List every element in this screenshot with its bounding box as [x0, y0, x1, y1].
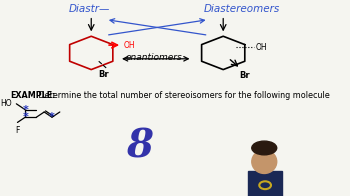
Text: Br: Br: [98, 70, 109, 79]
Text: *: *: [22, 112, 28, 122]
Text: EXAMPLE:: EXAMPLE:: [10, 91, 56, 100]
Text: *: *: [22, 105, 28, 115]
Text: OH: OH: [256, 43, 267, 52]
Ellipse shape: [252, 150, 277, 173]
Text: OH: OH: [124, 41, 135, 50]
Text: Br: Br: [239, 71, 250, 80]
Text: F: F: [15, 126, 20, 135]
Text: Diastr—: Diastr—: [69, 4, 111, 14]
Text: Diastereomers: Diastereomers: [204, 4, 280, 14]
Text: enantiomers: enantiomers: [125, 53, 182, 62]
Bar: [248, 171, 282, 196]
Text: *: *: [49, 112, 55, 122]
Text: Determine the total number of stereoisomers for the following molecule: Determine the total number of stereoisom…: [36, 91, 330, 100]
Text: HO: HO: [0, 99, 12, 108]
Ellipse shape: [252, 141, 277, 155]
Text: 8: 8: [126, 127, 153, 165]
